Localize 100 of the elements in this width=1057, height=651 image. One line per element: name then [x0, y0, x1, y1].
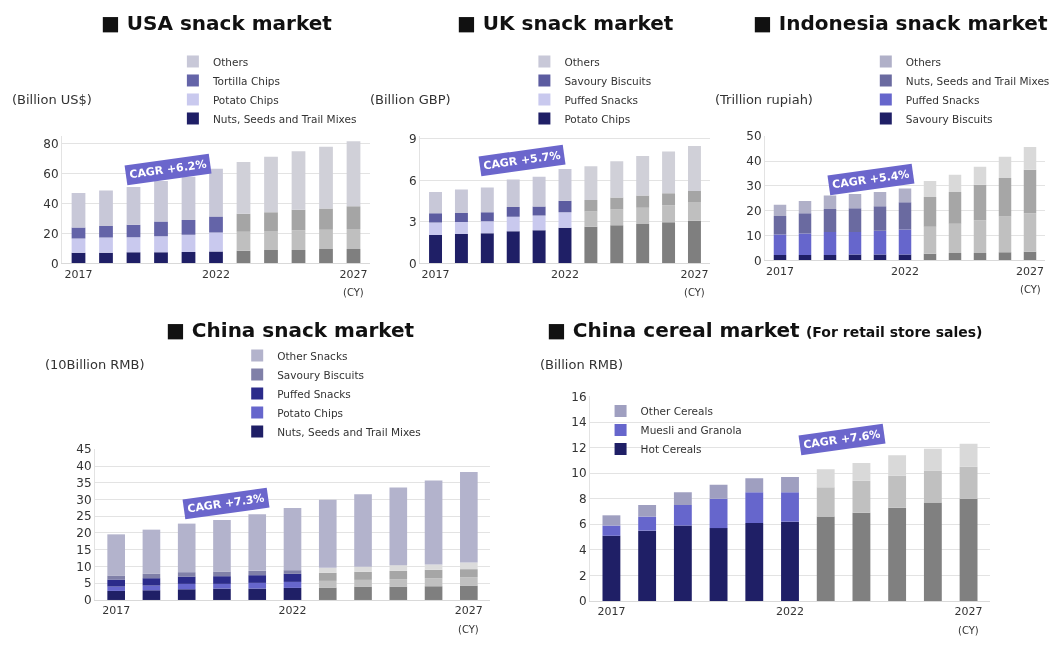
bar	[745, 522, 764, 601]
bar	[923, 502, 942, 601]
bar	[602, 515, 621, 526]
y-tick-label: 0	[50, 256, 59, 271]
bar	[389, 487, 408, 566]
legend-label: Muesli and Granola	[640, 424, 742, 437]
y-tick-label: 0	[408, 256, 417, 271]
bar	[673, 492, 692, 506]
bar	[181, 176, 196, 220]
x-tick-label: 2022	[891, 264, 919, 278]
x-tick-label: 2027	[1016, 264, 1044, 278]
bar	[959, 498, 978, 601]
bar	[848, 208, 862, 233]
y-tick-label: 15	[76, 542, 92, 557]
bar	[848, 194, 862, 209]
bar	[354, 566, 372, 572]
y-tick-label: 40	[746, 154, 762, 169]
bar	[318, 580, 337, 588]
bar	[781, 476, 799, 493]
y-tick-label: 12	[571, 440, 587, 455]
bar	[354, 494, 372, 567]
bar	[389, 579, 408, 587]
bar	[610, 225, 624, 264]
bar	[354, 579, 372, 587]
bar	[424, 586, 443, 600]
bar	[248, 575, 267, 583]
y-tick-label: 3	[408, 215, 417, 230]
y-tick-label: 6	[578, 517, 587, 532]
y-tick-label: 2	[578, 568, 587, 583]
y-tick-label: 14	[571, 415, 587, 430]
x-axis-title: (CY)	[343, 287, 364, 298]
bar	[745, 492, 764, 523]
bar	[107, 579, 125, 587]
bar	[99, 237, 113, 253]
bar	[142, 578, 161, 586]
y-tick-label: 5	[83, 576, 92, 591]
x-tick-label: 2027	[680, 267, 709, 281]
x-tick-label: 2027	[954, 605, 983, 619]
bar	[424, 569, 443, 579]
bar	[318, 572, 337, 581]
bar	[948, 252, 962, 261]
bar	[687, 190, 701, 203]
bar	[209, 251, 223, 264]
y-tick-label: 0	[753, 253, 762, 268]
y-tick-label: 25	[76, 509, 92, 524]
bar	[602, 525, 621, 536]
bar	[973, 220, 987, 253]
bar	[346, 206, 361, 229]
bar	[638, 505, 657, 517]
bar	[454, 189, 468, 214]
bar	[99, 225, 113, 238]
x-tick-label: 2022	[551, 267, 579, 281]
bar	[888, 507, 907, 601]
bar	[662, 205, 676, 223]
legend-label: Potato Chips	[564, 112, 631, 125]
bar	[973, 252, 987, 261]
bar	[318, 587, 337, 600]
bar	[142, 590, 161, 600]
x-axis-title: (CY)	[684, 287, 705, 298]
bar	[506, 179, 520, 208]
y-tick-label: 10	[571, 466, 587, 481]
bar	[99, 190, 113, 226]
bar	[480, 221, 494, 234]
x-tick-label: 2022	[278, 604, 307, 618]
y-tick-label: 60	[43, 166, 59, 181]
bar	[673, 525, 692, 601]
bar	[532, 230, 546, 264]
bar	[429, 192, 443, 214]
bar	[558, 169, 572, 201]
bar	[636, 207, 650, 224]
bar	[709, 484, 728, 499]
bar	[662, 222, 676, 264]
bar	[177, 572, 196, 577]
bar	[177, 589, 196, 600]
bar	[852, 512, 871, 601]
y-tick-label: 35	[76, 475, 92, 490]
bar	[638, 530, 657, 601]
bar	[888, 475, 907, 508]
bar	[584, 199, 598, 212]
annotation: CAGR +7.6%	[802, 427, 882, 452]
x-tick-label: 2017	[597, 605, 626, 619]
legend-label: Others	[905, 55, 942, 68]
bar	[126, 187, 141, 225]
annotation: CAGR +7.3%	[186, 491, 266, 516]
bar	[506, 216, 520, 232]
bar	[264, 156, 278, 213]
bar	[264, 249, 278, 264]
bar	[662, 151, 676, 194]
bar	[389, 570, 408, 580]
bar	[873, 192, 887, 207]
bar	[283, 573, 302, 582]
bar	[638, 516, 657, 531]
legend-label: Puffed Snacks	[905, 93, 980, 106]
y-tick-label: 9	[408, 132, 417, 147]
bar	[429, 222, 443, 235]
bar	[177, 576, 196, 584]
bar	[973, 184, 987, 221]
x-tick-label: 2017	[421, 267, 450, 281]
bar	[460, 585, 478, 600]
bar	[424, 578, 443, 587]
